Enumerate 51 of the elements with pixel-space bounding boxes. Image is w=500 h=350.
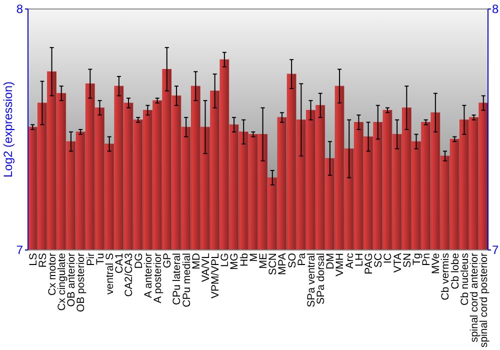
x-tick-label: CA2/CA3	[123, 252, 136, 297]
x-tick-label: DG	[132, 253, 145, 269]
x-tick-label: OB anterior	[66, 252, 78, 307]
x-tick-label: VPM/VPL	[210, 252, 222, 299]
x-tick-label: ventral S	[104, 253, 116, 294]
x-tick-label: spinal cord posterior	[478, 252, 490, 348]
x-tick-label: SPa dorsal	[315, 253, 328, 304]
x-tick-label: Cx motor	[46, 252, 58, 296]
y2-tick-label: 7	[492, 243, 499, 258]
x-tick-label: Cb lobe	[449, 252, 462, 290]
x-tick-label: MVe	[430, 252, 442, 274]
x-tick-label: Arc	[344, 253, 356, 269]
x-tick-label: Pn	[420, 252, 433, 266]
x-tick-label: Tu	[94, 252, 106, 265]
x-tick-label: VMH	[334, 253, 346, 276]
x-tick-label: LH	[353, 253, 366, 266]
x-tick-label: M	[248, 253, 260, 262]
x-tick-label: SO	[286, 253, 298, 268]
x-tick-label: spinal cord anterior	[468, 252, 480, 342]
x-tick-label: Pa	[296, 252, 308, 266]
x-tick-label: RS	[36, 253, 49, 268]
x-tick-label: A anterior	[142, 252, 154, 298]
x-tick-label: CPu lateral	[171, 253, 184, 305]
y-axis-title: Log2 (expression)	[1, 81, 15, 178]
x-tick-label: CA1	[114, 252, 126, 274]
x-tick-label: Pir	[84, 252, 97, 266]
x-tick-label: VA/VL	[200, 252, 212, 282]
x-tick-label: SN	[401, 253, 414, 268]
x-tick-label: IC	[382, 252, 394, 264]
x-tick-label: SPa ventral	[305, 253, 318, 308]
x-tick-label: Hb	[238, 252, 250, 266]
x-tick-label: LS	[27, 253, 40, 266]
x-tick-label: MD	[190, 252, 202, 270]
x-tick-label: VTA	[392, 253, 404, 273]
x-tick-label: Tg	[410, 252, 423, 266]
x-tick-label: MG	[228, 253, 241, 270]
x-tick-label: LG	[219, 253, 232, 268]
y2-tick-label: 8	[492, 2, 499, 16]
x-tick-label: ME	[257, 253, 270, 269]
x-tick-label: SC	[372, 252, 385, 268]
x-tick-label: CPu medial	[180, 253, 193, 308]
x-tick-label: GP	[162, 253, 174, 268]
x-tick-label: Cb vermis	[440, 253, 452, 300]
x-tick-label: SCN	[267, 253, 280, 276]
x-tick-label: Cx cingulate	[56, 252, 68, 311]
x-tick-label: OB posterior	[75, 252, 88, 312]
x-tick-label: Cb nucleus	[458, 253, 471, 306]
x-tick-label: A posterior	[152, 252, 164, 304]
x-tick-label: MPA	[276, 253, 289, 275]
x-tick-label: DM	[324, 253, 337, 270]
x-tick-label: PAG	[362, 253, 375, 274]
